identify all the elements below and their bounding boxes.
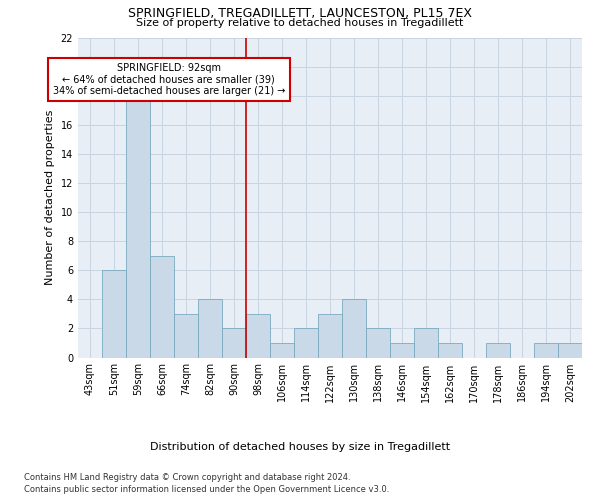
Bar	[534, 343, 558, 357]
Bar	[438, 343, 462, 357]
Bar	[222, 328, 246, 358]
Bar	[390, 343, 414, 357]
Y-axis label: Number of detached properties: Number of detached properties	[45, 110, 55, 285]
Bar	[150, 256, 174, 358]
Bar	[294, 328, 318, 358]
Bar	[318, 314, 342, 358]
Text: Contains public sector information licensed under the Open Government Licence v3: Contains public sector information licen…	[24, 485, 389, 494]
Text: Size of property relative to detached houses in Tregadillett: Size of property relative to detached ho…	[136, 18, 464, 28]
Text: Distribution of detached houses by size in Tregadillett: Distribution of detached houses by size …	[150, 442, 450, 452]
Bar	[246, 314, 270, 358]
Text: SPRINGFIELD, TREGADILLETT, LAUNCESTON, PL15 7EX: SPRINGFIELD, TREGADILLETT, LAUNCESTON, P…	[128, 8, 472, 20]
Bar	[366, 328, 390, 358]
Bar	[270, 343, 294, 357]
Bar	[102, 270, 126, 358]
Bar	[486, 343, 510, 357]
Text: Contains HM Land Registry data © Crown copyright and database right 2024.: Contains HM Land Registry data © Crown c…	[24, 472, 350, 482]
Bar	[126, 96, 150, 358]
Text: SPRINGFIELD: 92sqm
← 64% of detached houses are smaller (39)
34% of semi-detache: SPRINGFIELD: 92sqm ← 64% of detached hou…	[53, 63, 285, 96]
Bar	[558, 343, 582, 357]
Bar	[414, 328, 438, 358]
Bar	[198, 300, 222, 358]
Bar	[174, 314, 198, 358]
Bar	[342, 300, 366, 358]
